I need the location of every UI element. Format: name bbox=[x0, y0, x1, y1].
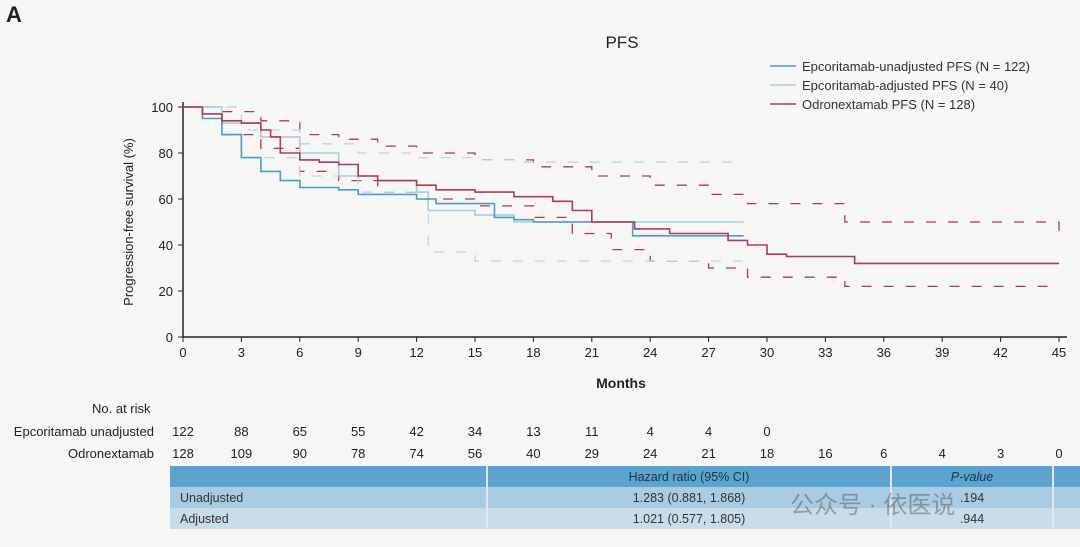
x-tick-label: 39 bbox=[935, 345, 949, 360]
ci-upper-line bbox=[183, 106, 1060, 232]
y-tick-label: 60 bbox=[159, 192, 173, 207]
risk-count: 3 bbox=[996, 446, 1005, 461]
km-curve-0 bbox=[183, 106, 744, 237]
x-tick-label: 42 bbox=[993, 345, 1007, 360]
hr-cell: 1.021 (0.577, 1.805) bbox=[487, 508, 892, 529]
risk-count: 122 bbox=[172, 424, 194, 439]
y-tick-label: 80 bbox=[159, 146, 173, 161]
x-tick-label: 21 bbox=[585, 345, 599, 360]
risk-count: 0 bbox=[1055, 446, 1063, 461]
x-tick-label: 3 bbox=[238, 345, 245, 360]
risk-count: 0 bbox=[763, 424, 771, 439]
y-tick-label: 40 bbox=[159, 238, 173, 253]
km-curve-2 bbox=[183, 106, 1059, 265]
x-tick-label: 36 bbox=[877, 345, 891, 360]
y-tick-label: 0 bbox=[166, 330, 173, 345]
risk-count: 13 bbox=[526, 424, 541, 439]
risk-count: 21 bbox=[701, 446, 716, 461]
x-tick-label: 33 bbox=[818, 345, 832, 360]
risk-count: 24 bbox=[642, 446, 658, 461]
x-tick-label: 15 bbox=[468, 345, 482, 360]
x-tick-label: 6 bbox=[296, 345, 303, 360]
risk-count: 109 bbox=[230, 446, 253, 461]
p-cell: .194 bbox=[891, 487, 1054, 508]
risk-count: 90 bbox=[292, 446, 308, 461]
header-cell: P-value bbox=[891, 466, 1054, 487]
header-cell: Hazard ratio (95% CI) bbox=[487, 466, 892, 487]
y-axis-label: Progression-free survival (%) bbox=[121, 138, 136, 306]
p-cell: .944 bbox=[891, 508, 1054, 529]
y-tick-label: 100 bbox=[151, 100, 173, 115]
risk-count: 56 bbox=[467, 446, 483, 461]
hr-cell: 1.283 (0.881, 1.868) bbox=[487, 487, 892, 508]
hazard-ratio-table: Hazard ratio (95% CI) P-value Unadjusted 1… bbox=[170, 466, 1080, 529]
risk-count: 18 bbox=[759, 446, 775, 461]
legend-label: Epcoritamab-unadjusted PFS (N = 122) bbox=[802, 59, 1030, 74]
risk-row-label: Epcoritamab unadjusted bbox=[13, 424, 154, 439]
ci-upper-line bbox=[183, 106, 744, 163]
row-label: Adjusted bbox=[170, 508, 488, 529]
km-curve-1 bbox=[183, 106, 744, 223]
risk-count: 11 bbox=[585, 424, 599, 439]
x-tick-label: 24 bbox=[643, 345, 657, 360]
risk-count: 6 bbox=[880, 446, 888, 461]
table-header-row: Hazard ratio (95% CI) P-value bbox=[170, 466, 1080, 487]
risk-count: 65 bbox=[292, 424, 308, 439]
risk-table-title: No. at risk bbox=[92, 401, 151, 416]
row-label: Unadjusted bbox=[170, 487, 488, 508]
x-tick-label: 45 bbox=[1052, 345, 1066, 360]
x-tick-label: 30 bbox=[760, 345, 774, 360]
risk-count: 29 bbox=[584, 446, 600, 461]
x-tick-label: 0 bbox=[179, 345, 186, 360]
x-axis-label: Months bbox=[596, 375, 646, 391]
risk-count: 16 bbox=[818, 446, 833, 461]
risk-count: 42 bbox=[409, 424, 424, 439]
risk-count: 40 bbox=[526, 446, 541, 461]
x-tick-label: 12 bbox=[409, 345, 423, 360]
risk-count: 88 bbox=[234, 424, 249, 439]
x-tick-label: 9 bbox=[355, 345, 362, 360]
risk-count: 34 bbox=[467, 424, 483, 439]
risk-count: 128 bbox=[172, 446, 194, 461]
legend-label: Odronextamab PFS (N = 128) bbox=[802, 97, 975, 112]
watermark: 公众号 · 依医说 bbox=[790, 492, 956, 519]
risk-count: 4 bbox=[704, 424, 713, 439]
chart-title: PFS bbox=[605, 33, 638, 52]
panel-label: A bbox=[6, 2, 22, 27]
risk-count: 4 bbox=[938, 446, 946, 461]
risk-count: 74 bbox=[409, 446, 424, 461]
table-row: Unadjusted 1.283 (0.881, 1.868) .194 bbox=[170, 487, 1080, 508]
risk-count: 78 bbox=[350, 446, 366, 461]
header-cell bbox=[170, 466, 488, 487]
risk-row-label: Odronextamab bbox=[68, 446, 154, 461]
risk-count: 4 bbox=[646, 424, 654, 439]
x-tick-label: 18 bbox=[526, 345, 540, 360]
x-tick-label: 27 bbox=[701, 345, 715, 360]
risk-count: 55 bbox=[350, 424, 366, 439]
table-row: Adjusted 1.021 (0.577, 1.805) .944 bbox=[170, 508, 1080, 529]
ci-lower-line bbox=[183, 106, 1059, 288]
legend-label: Epcoritamab-adjusted PFS (N = 40) bbox=[802, 78, 1008, 93]
y-tick-label: 20 bbox=[159, 284, 173, 299]
